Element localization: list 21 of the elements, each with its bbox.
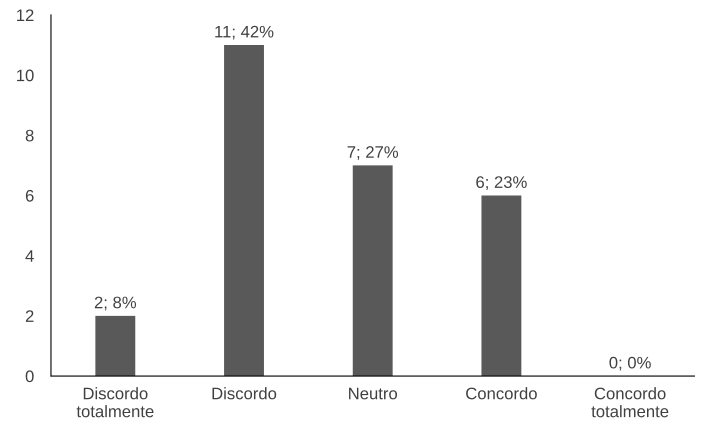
bar [481,195,522,376]
y-tick-label: 4 [25,250,34,262]
y-tick-label: 0 [26,370,34,382]
x-tick-label: Discordo [212,387,276,400]
x-tick-label: Discordo totalmente [76,387,154,418]
x-tick-label: Concordo totalmente [591,387,668,418]
x-tick-label: Neutro [349,388,398,400]
y-tick-label: 8 [26,130,34,142]
y-tick-label: 12 [17,9,34,22]
bar [95,316,136,376]
data-label: 6; 23% [476,176,527,190]
bar [352,165,393,376]
y-tick-label: 2 [26,310,34,322]
data-label: 2; 8% [94,296,136,310]
x-tick-label: Concordo [466,387,537,400]
bar [224,45,264,376]
data-label: 0; 0% [609,356,651,371]
y-tick-label: 10 [17,70,34,82]
data-label: 11; 42% [215,26,274,40]
y-tick-label: 6 [26,190,34,202]
data-label: 7; 27% [348,146,398,160]
